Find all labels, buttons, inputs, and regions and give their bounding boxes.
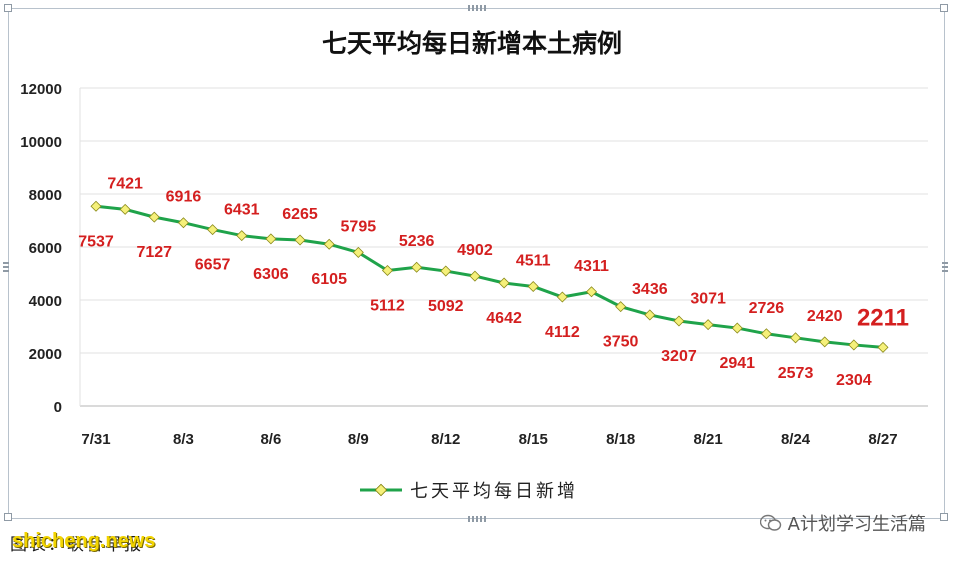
- data-point: [411, 261, 423, 273]
- y-tick-label: 6000: [29, 240, 62, 257]
- data-point: [615, 301, 627, 313]
- data-label: 4511: [516, 252, 551, 269]
- x-tick-label: 8/24: [781, 431, 811, 448]
- data-label: 6657: [195, 257, 231, 274]
- data-point: [177, 217, 189, 229]
- data-label: 5092: [428, 298, 464, 315]
- data-label: 4902: [457, 242, 493, 259]
- data-label: 2573: [778, 365, 814, 382]
- data-label: 6105: [311, 271, 347, 288]
- data-label: 3207: [661, 348, 697, 365]
- resize-handle-bottom-right[interactable]: [940, 513, 948, 521]
- data-label: 2304: [836, 372, 872, 389]
- data-point: [469, 270, 481, 282]
- account-name: A计划学习生活篇: [787, 514, 926, 535]
- x-axis-ticks: 7/31 8/3 8/6 8/9 8/12 8/15 8/18 8/21 8/24 8/27: [81, 431, 897, 448]
- data-label: 3436: [632, 281, 668, 298]
- legend: 七天平均每日新增: [360, 481, 578, 502]
- data-point: [323, 238, 335, 250]
- resize-handle-bottom-left[interactable]: [4, 513, 12, 521]
- resize-handle-left[interactable]: [3, 260, 9, 272]
- data-label: 3071: [690, 291, 726, 308]
- site-watermark: shicheng.news: [12, 530, 156, 552]
- data-point: [90, 200, 102, 212]
- data-label: 4311: [574, 258, 609, 275]
- data-label: 2726: [749, 300, 785, 317]
- chart-title: 七天平均每日新增本土病例: [322, 29, 622, 58]
- data-label: 6916: [166, 189, 202, 206]
- data-point: [819, 336, 831, 348]
- x-tick-label: 7/31: [81, 431, 110, 448]
- data-point: [265, 233, 277, 245]
- x-tick-label: 8/6: [260, 431, 281, 448]
- data-point: [760, 328, 772, 340]
- y-tick-label: 4000: [29, 293, 62, 310]
- data-label: 5112: [370, 298, 405, 315]
- data-point: [790, 332, 802, 344]
- data-point: [352, 246, 364, 258]
- y-tick-label: 2000: [29, 346, 62, 363]
- x-tick-label: 8/18: [606, 431, 635, 448]
- data-label: 7421: [107, 175, 143, 192]
- data-point: [381, 265, 393, 277]
- data-label: 6306: [253, 266, 289, 283]
- y-tick-label: 8000: [29, 187, 62, 204]
- data-label-latest: 2211: [857, 304, 909, 331]
- gridlines: [79, 87, 928, 407]
- resize-handle-top-left[interactable]: [4, 4, 12, 12]
- data-point: [586, 286, 598, 298]
- x-tick-label: 8/12: [431, 431, 460, 448]
- data-point: [877, 341, 889, 353]
- series-markers: [90, 200, 889, 353]
- x-tick-label: 8/21: [694, 431, 723, 448]
- legend-label: 七天平均每日新增: [410, 481, 578, 502]
- data-point: [848, 339, 860, 351]
- data-point: [527, 280, 539, 292]
- resize-handle-right[interactable]: [942, 260, 948, 272]
- data-label: 2420: [807, 308, 843, 325]
- y-tick-label: 12000: [20, 81, 62, 98]
- data-label: 3750: [603, 334, 639, 351]
- y-axis-ticks: 0 2000 4000 6000 8000 10000 12000: [20, 81, 62, 416]
- data-label: 7537: [78, 233, 114, 250]
- y-tick-label: 10000: [20, 134, 62, 151]
- data-point: [440, 265, 452, 277]
- data-labels: 7537 7421 7127 6916 6657 6431 6306 6265 6105 5795…: [78, 175, 909, 389]
- data-point: [556, 291, 568, 303]
- source-caption: 图表：联合早报: [10, 535, 143, 555]
- data-label: 4642: [486, 310, 522, 327]
- data-point: [294, 234, 306, 246]
- data-point: [702, 319, 714, 331]
- legend-swatch-marker: [374, 483, 388, 497]
- data-label: 6431: [224, 202, 260, 219]
- data-label: 7127: [136, 244, 172, 261]
- data-label: 6265: [282, 206, 318, 223]
- x-tick-label: 8/3: [173, 431, 194, 448]
- resize-handle-top-right[interactable]: [940, 4, 948, 12]
- data-point: [498, 277, 510, 289]
- account-watermark: A计划学习生活篇: [759, 510, 926, 536]
- y-tick-label: 0: [54, 399, 62, 416]
- x-tick-label: 8/9: [348, 431, 369, 448]
- data-label: 5236: [399, 233, 435, 250]
- data-point: [731, 322, 743, 334]
- data-point: [148, 211, 160, 223]
- data-label: 2941: [719, 355, 755, 372]
- resize-handle-top[interactable]: [468, 5, 486, 11]
- data-point: [236, 230, 248, 242]
- data-point: [673, 315, 685, 327]
- series-line: [95, 204, 884, 349]
- x-tick-label: 8/15: [519, 431, 548, 448]
- wechat-icon: [759, 514, 781, 531]
- resize-handle-bottom[interactable]: [468, 516, 486, 522]
- x-tick-label: 8/27: [868, 431, 897, 448]
- data-label: 5795: [341, 218, 377, 235]
- data-point: [644, 309, 656, 321]
- data-point: [207, 224, 219, 236]
- data-label: 4112: [545, 324, 580, 341]
- data-point: [119, 203, 131, 215]
